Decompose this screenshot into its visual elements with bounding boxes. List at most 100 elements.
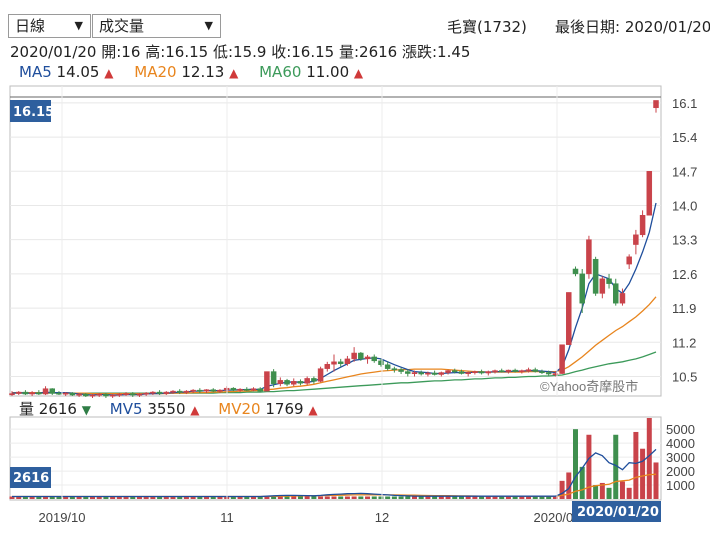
candle-body bbox=[304, 378, 310, 384]
price-ytick-label: 10.5 bbox=[672, 369, 697, 384]
volume-bar bbox=[512, 496, 518, 499]
volume-bar bbox=[170, 496, 176, 499]
price-ytick-label: 14.0 bbox=[672, 198, 697, 213]
ma60-up-icon: ▲ bbox=[353, 66, 364, 80]
price-ytick-label: 14.7 bbox=[672, 164, 697, 179]
candle bbox=[358, 352, 364, 361]
candle bbox=[445, 369, 451, 375]
candle bbox=[545, 370, 552, 376]
volume-bar bbox=[646, 418, 652, 499]
candle-body bbox=[311, 378, 317, 382]
candle bbox=[411, 370, 418, 377]
volume-badge bbox=[10, 467, 51, 488]
candle bbox=[398, 367, 404, 375]
indicator-select[interactable]: 成交量 ▼ bbox=[92, 14, 221, 38]
ohlc-change: 漲跌:1.45 bbox=[402, 43, 471, 61]
price-badge bbox=[10, 100, 51, 122]
latest-date: 最後日期: 2020/01/20 bbox=[555, 18, 710, 36]
volume-bar bbox=[546, 496, 552, 499]
volume-bar bbox=[539, 496, 545, 499]
candle bbox=[391, 366, 398, 373]
volume-bar bbox=[606, 487, 612, 499]
candle bbox=[49, 388, 55, 396]
candle bbox=[42, 386, 49, 396]
volume-bar bbox=[197, 496, 203, 499]
candle bbox=[639, 210, 646, 238]
candle-body bbox=[237, 388, 243, 391]
volume-bar bbox=[485, 496, 491, 499]
xtick-label: 12 bbox=[375, 510, 389, 525]
volume-bar bbox=[344, 496, 350, 499]
candle bbox=[109, 394, 116, 398]
xtick-label: 11 bbox=[220, 510, 234, 525]
volume-bar bbox=[391, 496, 397, 499]
candle bbox=[498, 368, 505, 373]
candle bbox=[203, 389, 210, 394]
candle-body bbox=[130, 393, 136, 396]
candle-body bbox=[606, 278, 612, 284]
candle-body bbox=[250, 388, 257, 391]
candle bbox=[311, 376, 317, 384]
volume-bar bbox=[532, 496, 538, 499]
candle-body bbox=[586, 239, 592, 275]
watermark: ©Yahoo奇摩股市 bbox=[540, 379, 638, 394]
candle bbox=[331, 354, 337, 372]
candle bbox=[552, 371, 559, 377]
candle bbox=[257, 387, 263, 393]
candle-body bbox=[539, 371, 545, 374]
candle bbox=[633, 229, 639, 255]
candle-body bbox=[109, 394, 116, 397]
volume-bar bbox=[465, 496, 471, 499]
candle-body bbox=[270, 371, 277, 385]
volume-bar bbox=[230, 496, 236, 499]
volume-bar bbox=[445, 496, 451, 499]
candle-body bbox=[89, 394, 96, 397]
ma20-value: 12.13 bbox=[181, 63, 225, 81]
period-select[interactable]: 日線 ▼ bbox=[8, 14, 91, 38]
candle bbox=[606, 273, 612, 289]
candle bbox=[512, 368, 518, 373]
candle-body bbox=[76, 393, 82, 396]
ohlc-high: 高:16.15 bbox=[145, 43, 209, 61]
candle bbox=[492, 369, 498, 374]
candle bbox=[532, 367, 538, 373]
volume-bar bbox=[271, 496, 277, 499]
candle-body bbox=[83, 393, 89, 397]
candle bbox=[89, 394, 96, 398]
candle-body bbox=[351, 352, 357, 360]
price-ytick-label: 16.1 bbox=[672, 96, 697, 111]
volume-bar bbox=[559, 480, 565, 499]
price-ytick-label: 12.6 bbox=[672, 267, 697, 282]
candle-body bbox=[566, 292, 572, 345]
volume-bar bbox=[110, 496, 116, 499]
volume-bar bbox=[365, 496, 371, 499]
mv20-value: 1769 bbox=[265, 400, 304, 418]
candle-body bbox=[579, 273, 585, 304]
candle-body bbox=[552, 373, 559, 375]
volume-bar bbox=[492, 496, 498, 499]
candle-body bbox=[42, 388, 49, 395]
candle-body bbox=[472, 371, 478, 374]
candle bbox=[384, 361, 391, 371]
candle-body bbox=[49, 388, 55, 394]
ma60-value: 11.00 bbox=[306, 63, 350, 81]
candle-body bbox=[277, 380, 284, 385]
volume-bar bbox=[505, 496, 511, 499]
volume-bar bbox=[599, 482, 605, 499]
candle-body bbox=[22, 391, 29, 395]
volume-bar bbox=[458, 496, 464, 499]
volume-bar bbox=[76, 496, 82, 499]
volume-bar bbox=[452, 496, 458, 499]
volume-bar bbox=[331, 496, 337, 499]
candle-body bbox=[405, 371, 411, 374]
candle-body bbox=[170, 390, 176, 393]
indicator-select-value: 成交量 bbox=[99, 17, 145, 35]
candle bbox=[62, 392, 69, 396]
candle bbox=[217, 389, 223, 394]
volume-bar bbox=[177, 496, 183, 499]
volume-ytick-label: 3000 bbox=[666, 450, 695, 465]
mv5-label: MV5 bbox=[109, 400, 143, 418]
price-badge-text: 16.15 bbox=[13, 105, 54, 120]
candle bbox=[364, 354, 371, 364]
